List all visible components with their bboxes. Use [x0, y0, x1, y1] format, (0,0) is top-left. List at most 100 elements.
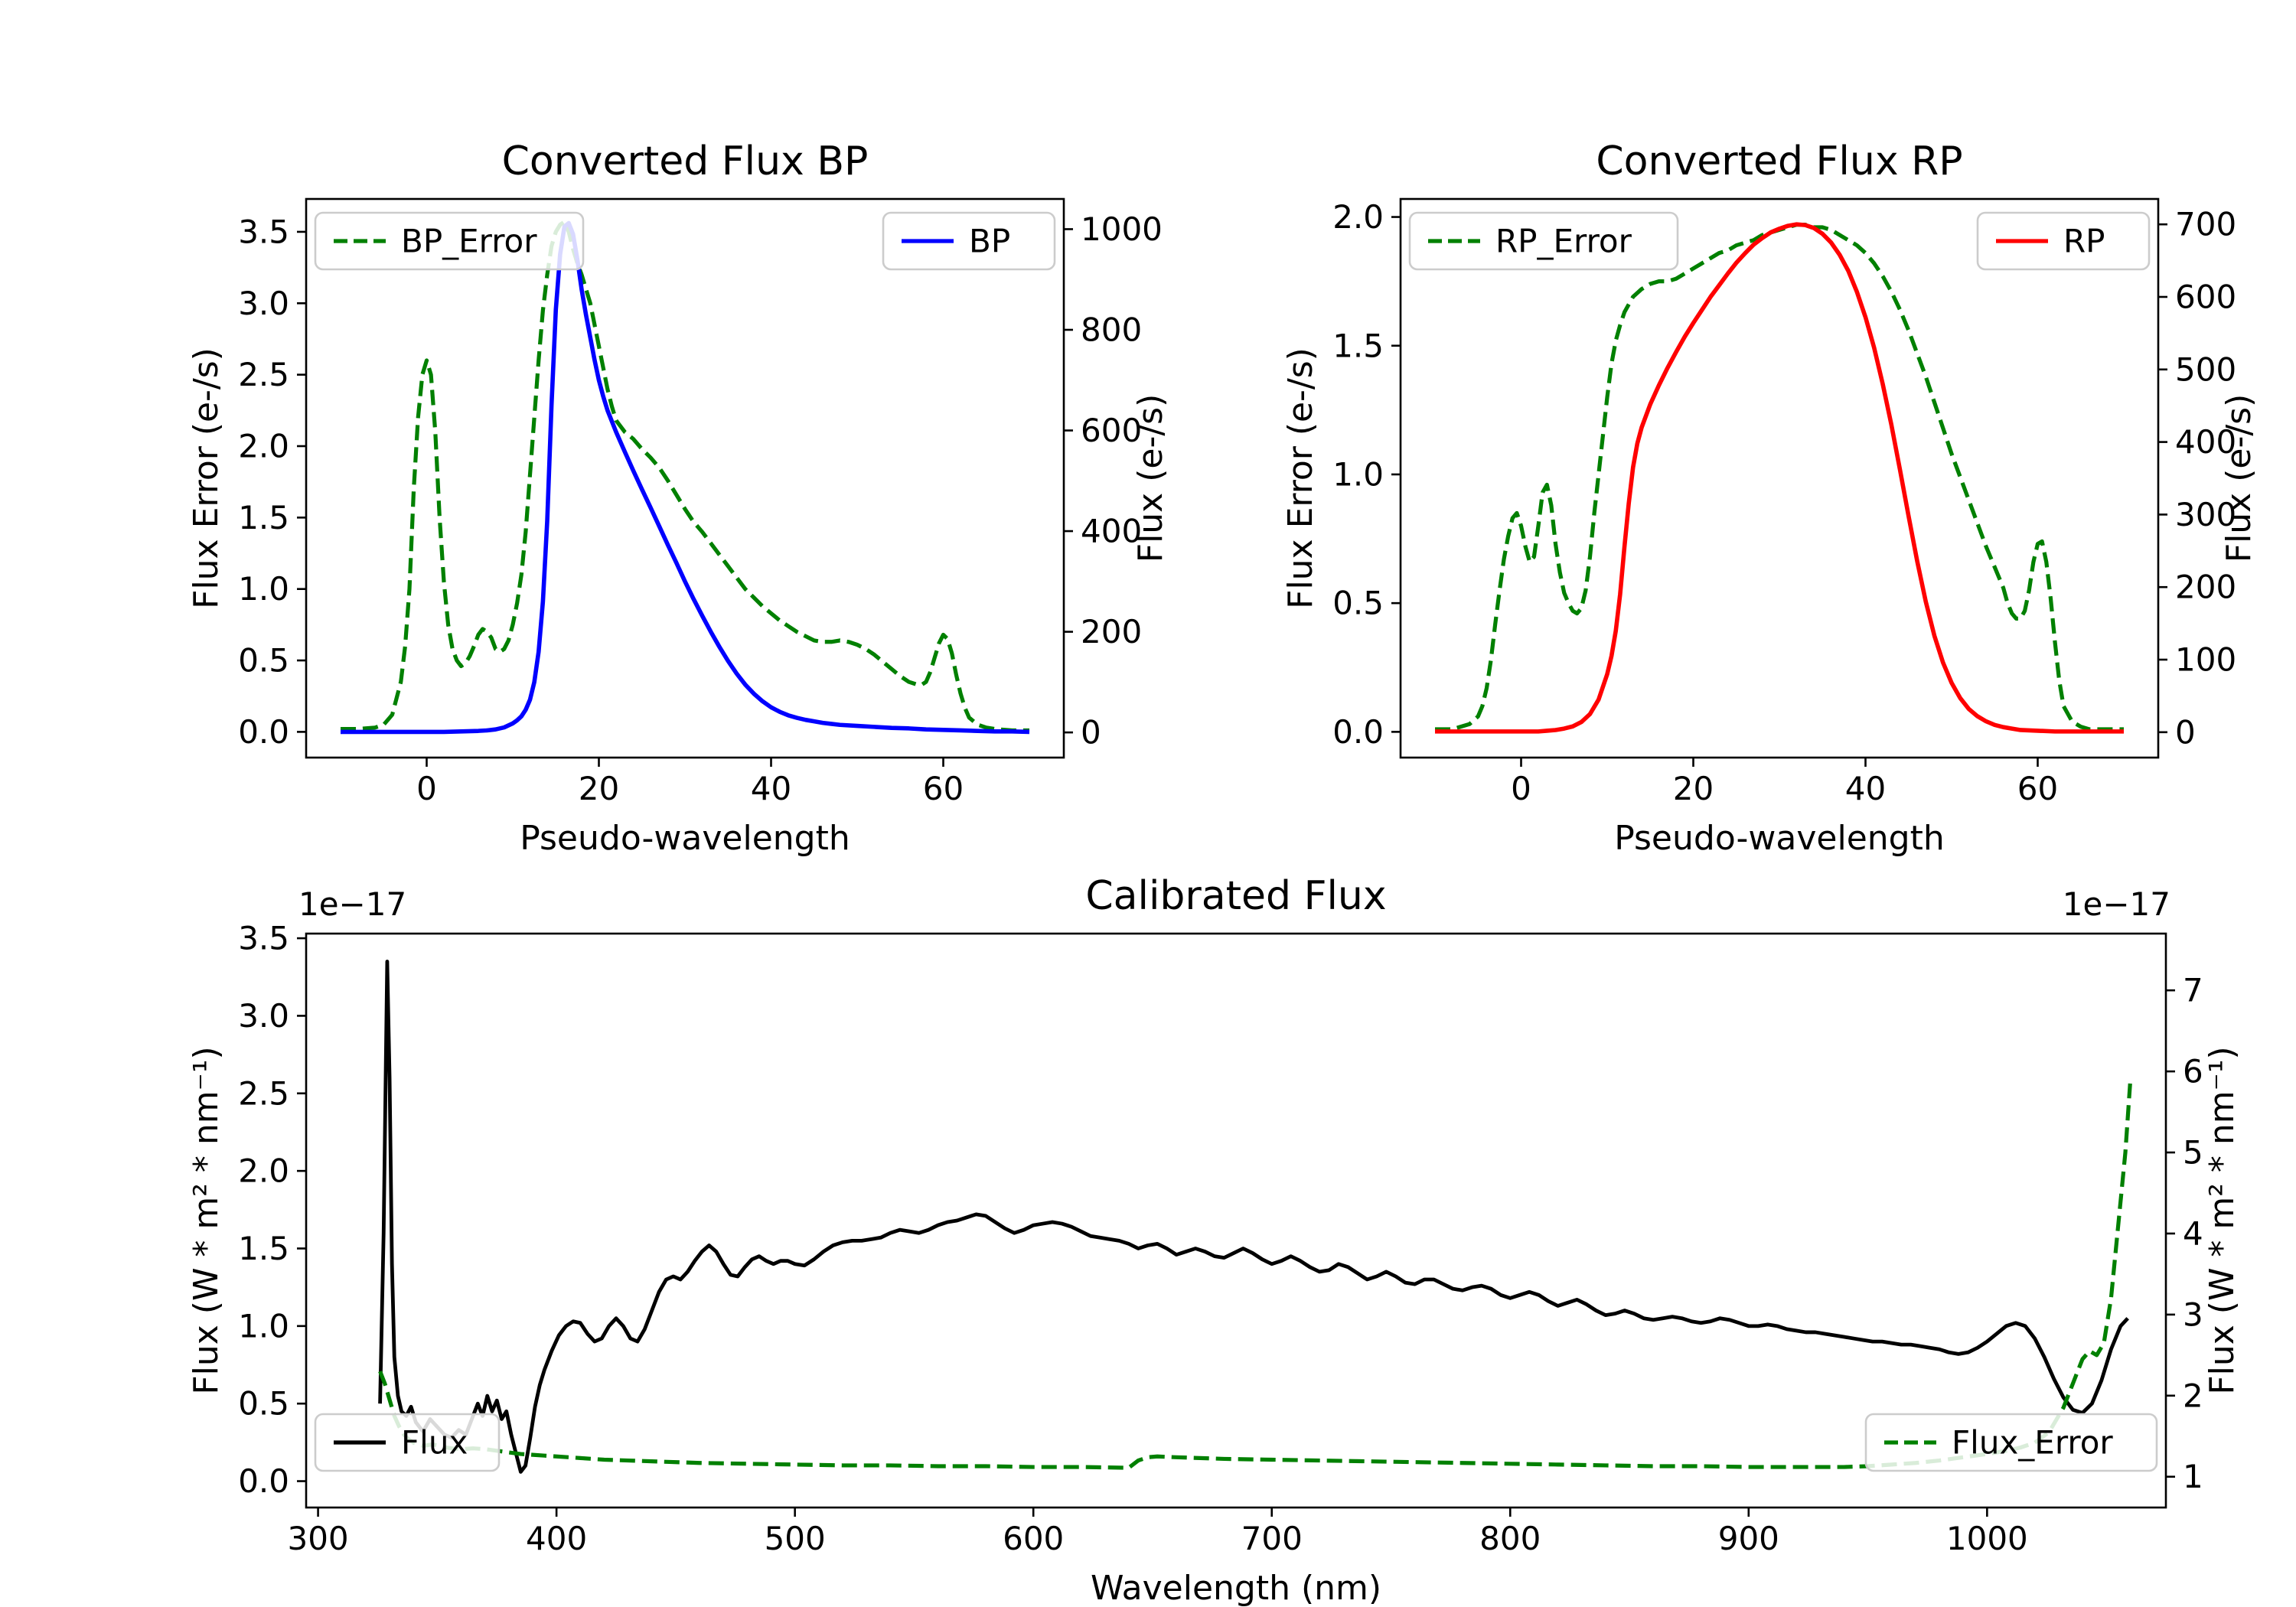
- bp-line: [341, 220, 1030, 735]
- x-tick-label: 900: [1718, 1520, 1779, 1557]
- left-scale-offset: 1e−17: [298, 885, 406, 923]
- x-tick-label: 60: [2017, 770, 2058, 807]
- right-y-tick-label: 700: [2175, 206, 2236, 243]
- left-y-axis-label: Flux (W * m² * nm⁻¹): [187, 1046, 226, 1394]
- chart-title: Calibrated Flux: [1085, 873, 1386, 919]
- right-y-tick-label: 4: [2183, 1214, 2203, 1252]
- axes-frame: [305, 197, 1065, 759]
- right-y-tick-label: 2: [2183, 1377, 2203, 1414]
- right-y-tick-label: 500: [2175, 350, 2236, 388]
- legend-box: [882, 211, 1056, 271]
- left-y-tick-label: 1.5: [1332, 327, 1384, 364]
- left-y-tick-label: 3.0: [238, 285, 289, 322]
- right-y-tick-label: 1000: [1081, 210, 1163, 248]
- left-y-tick-label: 2.5: [238, 1074, 289, 1112]
- axes-frame: [305, 932, 2167, 1509]
- right-y-tick-label: 5: [2183, 1134, 2203, 1172]
- right-y-tick-label: 200: [1081, 613, 1142, 650]
- chart-title: Converted Flux BP: [502, 139, 869, 184]
- left-y-tick-label: 0.0: [238, 713, 289, 751]
- legend-rp-error: RP_Error: [1408, 211, 1679, 271]
- left-y-tick-label: 1.5: [238, 499, 289, 536]
- x-tick-label: 0: [1511, 770, 1531, 807]
- left-y-tick-label: 1.0: [1332, 455, 1384, 493]
- left-y-tick-label: 3.0: [238, 997, 289, 1035]
- right-y-axis-label: Flux (e-/s): [2219, 394, 2258, 562]
- rp-line: [1435, 222, 2124, 734]
- left-y-tick-label: 3.5: [238, 920, 289, 957]
- left-y-tick-label: 2.0: [238, 427, 289, 464]
- x-tick-label: 700: [1241, 1520, 1303, 1557]
- right-y-tick-label: 400: [2175, 423, 2236, 461]
- axes-frame: [1399, 197, 2160, 759]
- legend-box: [1864, 1413, 2158, 1472]
- flux-line: [378, 960, 2129, 1474]
- x-tick-label: 400: [526, 1520, 587, 1557]
- left-y-tick-label: 2.0: [238, 1152, 289, 1190]
- right-y-tick-label: 3: [2183, 1296, 2203, 1333]
- x-tick-label: 20: [1673, 770, 1714, 807]
- left-y-tick-label: 3.5: [238, 213, 289, 250]
- x-tick-label: 500: [765, 1520, 826, 1557]
- legend-flux: Flux: [314, 1413, 501, 1472]
- right-scale-offset: 1e−17: [2063, 885, 2170, 923]
- x-tick-label: 1000: [1946, 1520, 2028, 1557]
- converted-flux-bp-chart: 0 20 40 60 0.0 0.5 1.0 1.5 2.0 2.5 3.0 3.5 0 200 400 60…: [187, 139, 1170, 858]
- legend-box: [1408, 211, 1679, 271]
- legend-bp-error: BP_Error: [314, 211, 585, 271]
- legend-flux-error: Flux_Error: [1864, 1413, 2158, 1472]
- legend-label: Flux: [401, 1424, 468, 1462]
- right-y-tick-label: 7: [2183, 972, 2203, 1009]
- legend-label: BP_Error: [401, 223, 537, 260]
- left-y-axis-label: Flux Error (e-/s): [187, 347, 226, 609]
- legend-bp: BP: [882, 211, 1056, 271]
- right-y-tick-label: 6: [2183, 1053, 2203, 1090]
- left-y-tick-label: 2.0: [1332, 198, 1384, 236]
- right-y-tick-label: 600: [2175, 278, 2236, 315]
- x-tick-label: 40: [1845, 770, 1886, 807]
- x-axis-label: Pseudo-wavelength: [1614, 819, 1945, 858]
- legend-label: Flux_Error: [1952, 1424, 2113, 1462]
- legend-box: [314, 1413, 501, 1472]
- x-tick-label: 300: [287, 1520, 348, 1557]
- right-y-tick-label: 0: [2175, 713, 2196, 751]
- left-y-tick-label: 0.0: [1332, 713, 1384, 751]
- legend-label: BP: [969, 223, 1010, 260]
- chart-title: Converted Flux RP: [1596, 139, 1962, 184]
- left-y-tick-label: 0.0: [238, 1462, 289, 1500]
- right-y-tick-label: 800: [1081, 311, 1142, 348]
- legend-box: [1976, 211, 2151, 271]
- x-tick-label: 40: [751, 770, 791, 807]
- legend-rp: RP: [1976, 211, 2151, 271]
- x-axis-label: Pseudo-wavelength: [520, 819, 850, 858]
- left-y-axis-label: Flux Error (e-/s): [1281, 347, 1320, 609]
- right-y-tick-label: 600: [1081, 412, 1142, 449]
- right-y-tick-label: 300: [2175, 496, 2236, 533]
- right-y-axis-label: Flux (e-/s): [1131, 394, 1170, 562]
- left-y-tick-label: 1.0: [238, 1307, 289, 1345]
- calibrated-flux-chart: 300 400 500 600 700 800 900 1000 0.0 0.5 1.0 1.5 2.0…: [187, 873, 2242, 1607]
- x-tick-label: 20: [579, 770, 619, 807]
- left-y-tick-label: 1.0: [238, 570, 289, 608]
- right-y-tick-label: 400: [1081, 513, 1142, 550]
- x-tick-label: 0: [416, 770, 437, 807]
- bp-error-line: [341, 220, 1029, 733]
- left-y-tick-label: 0.5: [1332, 585, 1384, 622]
- rp-error-line: [1435, 223, 2124, 732]
- right-y-tick-label: 0: [1081, 714, 1101, 751]
- x-axis-label: Wavelength (nm): [1091, 1569, 1381, 1607]
- legend-label: RP: [2063, 223, 2105, 260]
- converted-flux-rp-chart: 0 20 40 60 0.0 0.5 1.0 1.5 2.0 0 100 200 300 400 500 60…: [1281, 139, 2258, 858]
- left-y-tick-label: 1.5: [238, 1230, 289, 1267]
- legend-box: [314, 211, 585, 271]
- right-y-tick-label: 1: [2183, 1458, 2203, 1495]
- right-y-tick-label: 200: [2175, 569, 2236, 606]
- left-y-tick-label: 0.5: [238, 642, 289, 680]
- x-tick-label: 800: [1479, 1520, 1541, 1557]
- x-tick-label: 60: [923, 770, 964, 807]
- right-y-axis-label: Flux (W * m² * nm⁻¹): [2203, 1046, 2242, 1394]
- x-tick-label: 600: [1003, 1520, 1064, 1557]
- legend-label: RP_Error: [1495, 223, 1632, 260]
